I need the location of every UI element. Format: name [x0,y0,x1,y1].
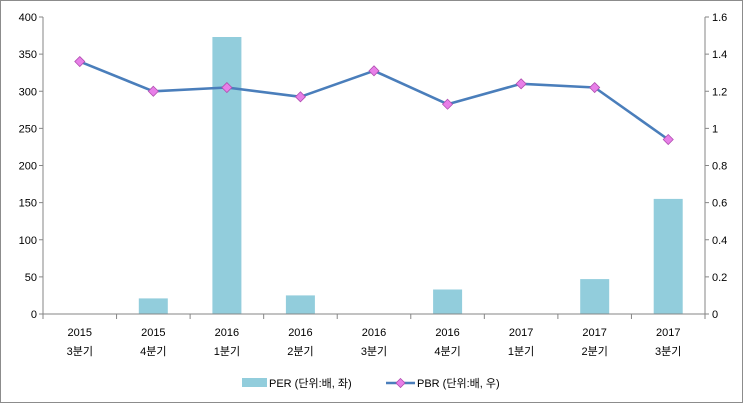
left-tick-label: 200 [19,161,37,173]
x-tick-quarter: 4분기 [434,345,460,358]
x-tick-year: 2017 [582,327,606,339]
per-bar [653,198,683,314]
pbr-point [74,55,86,68]
left-tick-label: 400 [19,12,37,24]
tick-labels: 0 50 100 150 200 250 300 350 400 0 0.2 0.4 0.6 0.8 1 1.… [19,12,728,358]
right-tick-label: 0.4 [712,235,727,247]
right-tick-label: 1.6 [712,12,727,24]
pbr-point [368,65,380,77]
per-bar [433,289,463,314]
legend-pbr-label: PBR (단위:배, 우) [417,377,500,390]
x-tick-quarter: 2분기 [287,345,313,358]
left-tick-label: 100 [19,235,37,247]
pbr-point [589,81,601,94]
legend: PER (단위:배, 좌) PBR (단위:배, 우) [242,377,500,390]
right-tick-label: 0 [712,309,718,321]
right-tick-label: 1.4 [712,49,727,61]
pbr-line [74,55,674,146]
left-tick-label: 350 [19,49,37,61]
x-tick-quarter: 3분기 [67,345,93,358]
left-tick-label: 150 [19,198,37,210]
x-tick-year: 2016 [435,327,459,339]
right-tick-label: 0.6 [712,198,727,210]
per-bars [138,37,683,314]
x-tick-quarter: 1분기 [214,345,240,358]
left-tick-label: 300 [19,86,37,98]
left-tick-label: 250 [19,123,37,135]
per-bar [212,37,242,314]
right-tick-label: 0.8 [712,161,727,173]
x-tick-year: 2016 [288,327,312,339]
x-tick-year: 2016 [215,327,239,339]
pbr-point [515,78,527,90]
right-tick-label: 0.2 [712,272,727,284]
left-tick-label: 0 [31,309,37,321]
per-bar [580,279,610,314]
pbr-point [294,91,307,103]
pbr-point [221,81,233,94]
left-tick-label: 50 [25,272,37,284]
x-tick-quarter: 1분기 [508,345,534,358]
x-tick-quarter: 3분기 [655,345,681,358]
x-tick-year: 2015 [141,327,165,339]
x-tick-year: 2017 [656,327,680,339]
x-tick-quarter: 4분기 [140,345,166,358]
legend-pbr-marker [395,377,406,389]
per-bar [285,295,315,314]
x-tick-quarter: 3분기 [361,345,387,358]
legend-per-swatch [242,378,267,387]
pbr-point [441,98,454,110]
legend-per-label: PER (단위:배, 좌) [269,377,352,390]
right-tick-label: 1.2 [712,86,727,98]
x-tick-year: 2017 [509,327,533,339]
pbr-point [662,133,674,146]
pbr-point [147,85,159,97]
x-tick-year: 2015 [68,327,92,339]
axes [39,16,709,319]
x-tick-year: 2016 [362,327,386,339]
x-tick-quarter: 2분기 [581,345,607,358]
per-bar [138,298,168,314]
right-tick-label: 1 [712,123,718,135]
